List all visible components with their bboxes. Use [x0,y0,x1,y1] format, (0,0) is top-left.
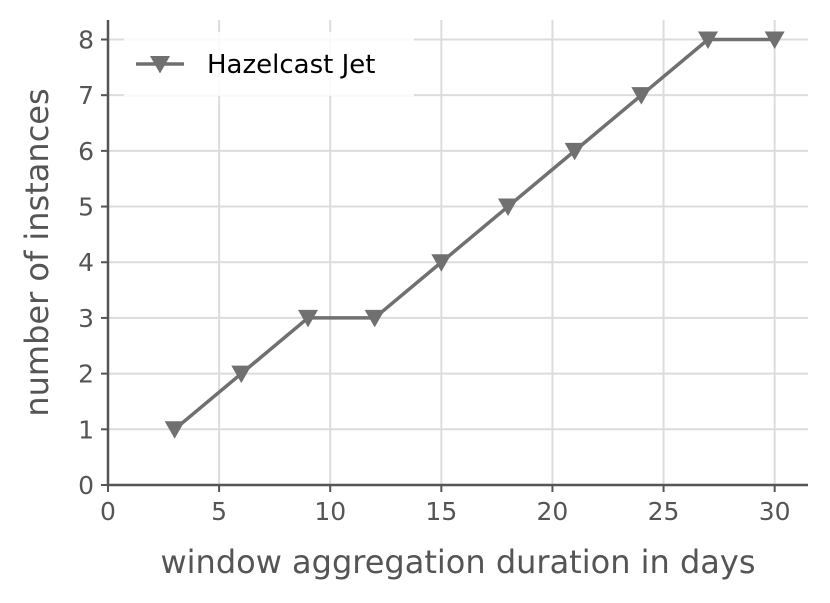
axes [106,20,808,487]
y-tick-label: 8 [78,25,94,54]
legend-marker-triangle-down-icon [150,56,170,74]
data-point-triangle-down [164,421,185,439]
data-point-triangle-down [231,365,252,384]
data-point-triangle-down [498,198,518,217]
y-tick-label: 0 [78,471,94,500]
data-point-triangle-down [564,142,585,161]
y-tick-label: 5 [78,193,94,222]
x-tick-label: 30 [759,497,791,526]
series-line [173,37,775,431]
data-point-triangle-down [764,31,785,49]
y-tick-label: 2 [78,360,94,389]
grid-lines [108,20,808,485]
data-point-triangle-down [431,254,452,272]
data-point-triangle-down [298,309,318,328]
y-tick-label: 4 [78,248,94,277]
x-tick-label: 5 [211,497,227,526]
y-tick-label: 3 [78,304,94,333]
x-tick-label: 15 [425,497,457,526]
legend: Hazelcast Jet [124,32,414,96]
data-point-triangle-down [364,309,385,328]
y-ticks: 0 1 2 3 4 5 6 7 8 [78,25,108,500]
x-tick-label: 25 [648,497,680,526]
series-layer [164,31,785,439]
x-axis-title: window aggregation duration in days [160,543,755,581]
y-tick-label: 1 [78,415,94,444]
x-tick-label: 0 [100,497,116,526]
y-axis-title: number of instances [18,88,56,416]
legend-label: Hazelcast Jet [207,50,375,80]
data-point-triangle-down [631,87,652,105]
x-tick-label: 20 [537,497,569,526]
x-ticks: 0 5 10 15 20 25 30 [100,485,791,526]
data-point-triangle-down [698,31,718,49]
y-tick-label: 7 [78,81,94,110]
x-tick-label: 10 [314,497,346,526]
y-tick-label: 6 [78,137,94,166]
